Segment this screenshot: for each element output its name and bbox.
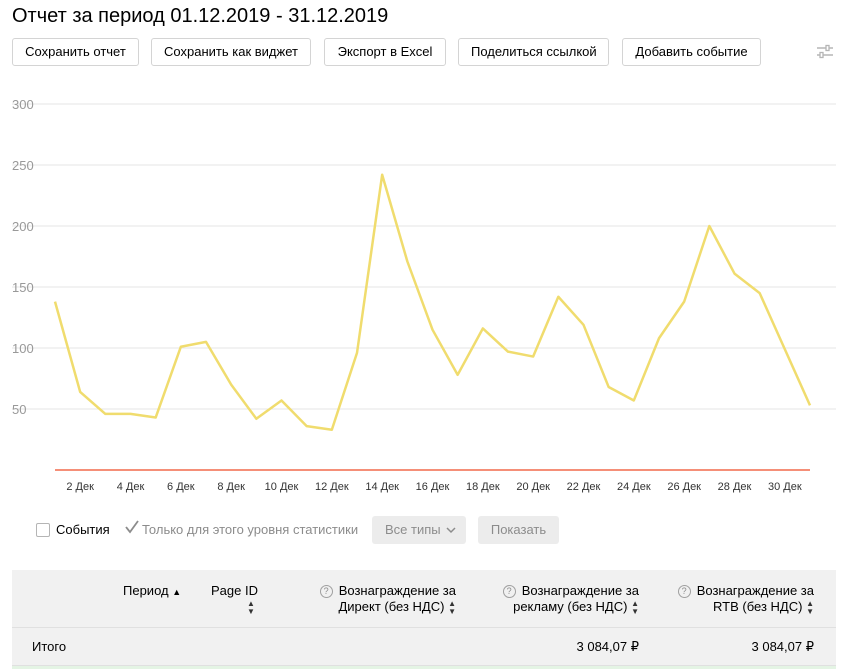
x-tick-label: 28 Дек — [718, 481, 752, 493]
table-header: Период ▲ Page ID ▲ ▼ ? Вознаграждение за Д… — [12, 570, 836, 628]
column-period-label: Период — [123, 583, 169, 598]
x-tick-label: 14 Дек — [365, 481, 399, 493]
x-tick-label: 12 Дек — [315, 481, 349, 493]
add-event-button[interactable]: Добавить событие — [622, 38, 761, 66]
row-separator — [12, 666, 836, 669]
column-rtb-reward[interactable]: ? Вознаграждение за RTB (без НДС) ▲ ▼ — [677, 583, 814, 616]
x-tick-label: 30 Дек — [768, 481, 802, 493]
total-rtb-value: 3 084,07 ₽ — [751, 639, 815, 654]
sort-icon: ▲ ▼ — [806, 598, 814, 616]
level-only-checkbox[interactable] — [124, 519, 140, 535]
column-period[interactable]: Период ▲ — [123, 583, 181, 600]
sort-asc-icon: ▲ — [172, 587, 182, 597]
y-tick-label: 300 — [12, 97, 34, 112]
grid-lines — [12, 103, 836, 410]
help-icon[interactable]: ? — [677, 585, 691, 598]
column-ads-reward[interactable]: ? Вознаграждение за рекламу (без НДС) ▲ ▼ — [502, 583, 639, 616]
x-tick-label: 10 Дек — [265, 481, 299, 493]
share-link-button[interactable]: Поделиться ссылкой — [458, 38, 609, 66]
page-title: Отчет за период 01.12.2019 - 31.12.2019 — [12, 5, 389, 27]
help-icon[interactable]: ? — [502, 585, 516, 598]
line-chart: 50 100 150 200 250 300 2 Дек 4 Дек 6 Дек 8 Дек 10… — [12, 97, 836, 493]
column-rtb-label-1: Вознаграждение за — [696, 583, 814, 598]
y-tick-label: 150 — [12, 280, 34, 295]
x-tick-label: 4 Дек — [117, 481, 145, 493]
column-ads-label-2: рекламу (без НДС) — [513, 599, 628, 614]
column-direct-reward[interactable]: ? Вознаграждение за Директ (без НДС) ▲ ▼ — [319, 583, 456, 616]
column-direct-label-1: Вознаграждение за — [338, 583, 456, 598]
series-line — [53, 173, 812, 431]
series-lines — [53, 173, 812, 471]
y-tick-label: 200 — [12, 219, 34, 234]
sort-icon: ▲ ▼ — [448, 598, 456, 616]
total-label: Итого — [32, 639, 67, 654]
show-button[interactable]: Показать — [478, 516, 559, 544]
x-tick-label: 2 Дек — [66, 481, 94, 493]
column-direct-label-2: Директ (без НДС) — [338, 599, 445, 614]
column-page-id-label: Page ID — [211, 583, 258, 598]
y-tick-label: 50 — [12, 402, 26, 417]
export-excel-button[interactable]: Экспорт в Excel — [324, 38, 446, 66]
y-axis-ticks: 50 100 150 200 250 300 — [12, 97, 34, 417]
x-tick-label: 16 Дек — [416, 481, 450, 493]
total-row: Итого 3 084,07 ₽ 3 084,07 ₽ — [12, 628, 836, 666]
x-axis-ticks: 2 Дек 4 Дек 6 Дек 8 Дек 10 Дек 12 Дек 14 Дек 16… — [66, 481, 801, 493]
x-tick-label: 18 Дек — [466, 481, 500, 493]
sort-icon: ▲ ▼ — [631, 598, 639, 616]
x-tick-label: 26 Дек — [667, 481, 701, 493]
column-page-id[interactable]: Page ID ▲ ▼ — [211, 583, 258, 616]
filters-bar: События Только для этого уровня статисти… — [36, 516, 636, 544]
y-tick-label: 250 — [12, 158, 34, 173]
save-report-button[interactable]: Сохранить отчет — [12, 38, 139, 66]
chevron-down-icon — [446, 527, 456, 534]
x-tick-label: 24 Дек — [617, 481, 651, 493]
column-ads-label-1: Вознаграждение за — [521, 583, 639, 598]
column-rtb-label-2: RTB (без НДС) — [713, 599, 803, 614]
sort-icon: ▲ ▼ — [247, 598, 255, 616]
total-ads-value: 3 084,07 ₽ — [576, 639, 640, 654]
y-tick-label: 100 — [12, 341, 34, 356]
events-checkbox[interactable] — [36, 523, 50, 537]
help-icon[interactable]: ? — [319, 585, 333, 598]
x-tick-label: 22 Дек — [567, 481, 601, 493]
x-tick-label: 8 Дек — [217, 481, 245, 493]
statistics-table: Период ▲ Page ID ▲ ▼ ? Вознаграждение за Д… — [12, 570, 836, 669]
event-types-label: Все типы — [385, 522, 441, 537]
save-as-widget-button[interactable]: Сохранить как виджет — [151, 38, 311, 66]
event-types-dropdown[interactable]: Все типы — [372, 516, 466, 544]
x-tick-label: 6 Дек — [167, 481, 195, 493]
sliders-icon[interactable] — [816, 43, 834, 61]
level-only-checkbox-label: Только для этого уровня статистики — [142, 522, 359, 537]
x-tick-label: 20 Дек — [516, 481, 550, 493]
events-checkbox-label: События — [56, 522, 110, 537]
